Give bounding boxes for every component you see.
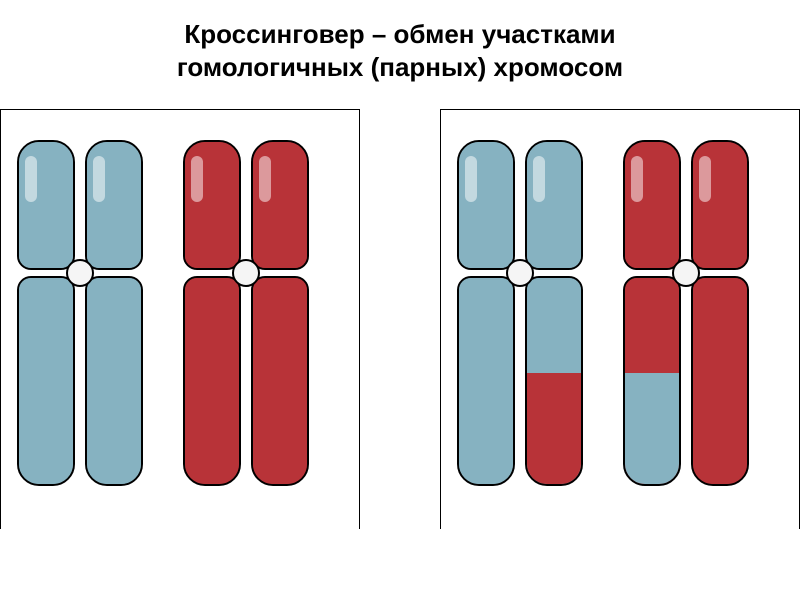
chromatid-arm-top — [691, 140, 749, 270]
centromere — [672, 259, 700, 287]
chromatid-arm-top — [525, 140, 583, 270]
chromatid-arm-top — [251, 140, 309, 270]
red-pair-recombined — [623, 140, 749, 490]
after-crossover — [440, 109, 800, 529]
chromatid-arm-top — [457, 140, 515, 270]
chromatid-arm-bottom — [183, 276, 241, 486]
before-crossover — [0, 109, 360, 529]
centromere — [506, 259, 534, 287]
chromatid-arm-top — [85, 140, 143, 270]
blue-pair-recombined — [457, 140, 583, 490]
chromatid-arm-bottom — [525, 276, 583, 486]
chromatid-arm-bottom — [251, 276, 309, 486]
title-line-2: гомологичных (парных) хромосом — [177, 52, 623, 82]
chromatid-arm-top — [623, 140, 681, 270]
title-line-1: Кроссинговер – обмен участками — [184, 19, 615, 49]
chromatid-arm-bottom — [17, 276, 75, 486]
chromatid-arm-bottom — [457, 276, 515, 486]
chromatid-arm-bottom — [623, 276, 681, 486]
centromere — [232, 259, 260, 287]
blue-pair — [17, 140, 143, 490]
centromere — [66, 259, 94, 287]
chromatid-arm-top — [17, 140, 75, 270]
chromatid-arm-bottom — [691, 276, 749, 486]
diagram-panels — [0, 109, 800, 529]
chromatid-arm-top — [183, 140, 241, 270]
page-title: Кроссинговер – обмен участками гомологич… — [0, 0, 800, 83]
chromatid-arm-bottom — [85, 276, 143, 486]
red-pair — [183, 140, 309, 490]
